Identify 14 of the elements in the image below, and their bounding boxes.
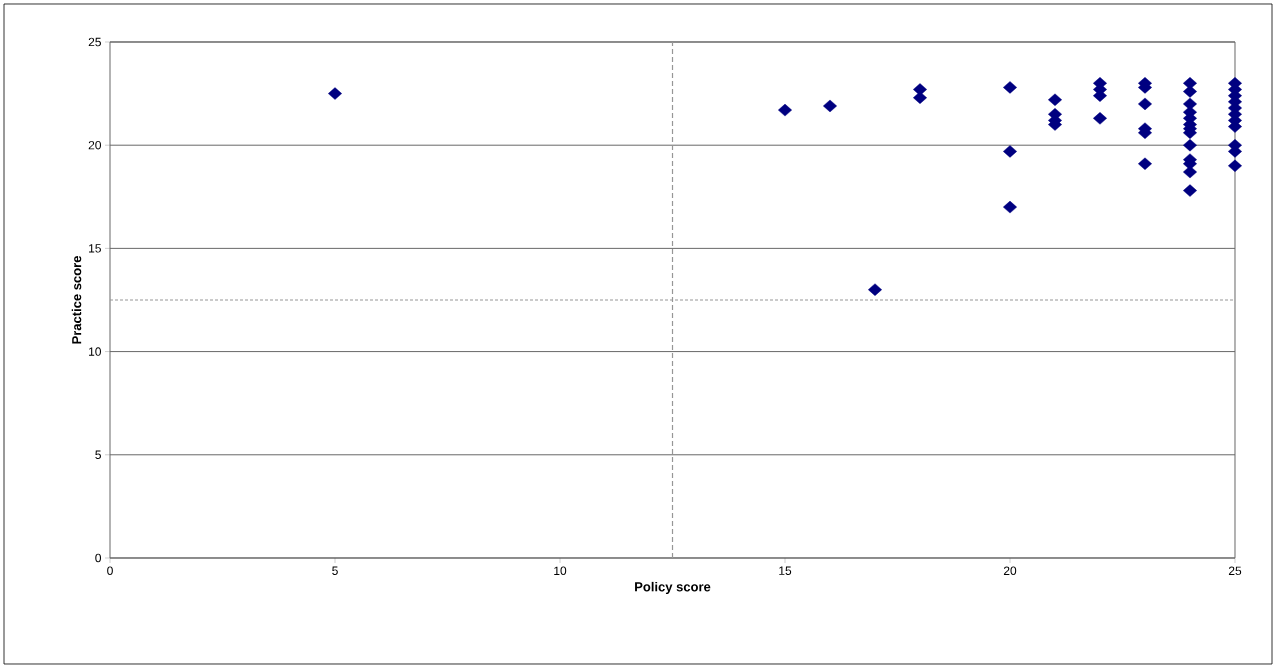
y-tick-label: 25 xyxy=(88,37,101,47)
y-tick-label: 0 xyxy=(95,553,102,563)
x-tick-label: 25 xyxy=(1228,566,1242,576)
x-tick-label: 15 xyxy=(779,566,792,575)
y-tick-label: 5 xyxy=(95,450,101,459)
y-tick-label: 10 xyxy=(89,347,102,356)
x-tick-label: 20 xyxy=(1003,566,1017,576)
x-axis-title: Policy score xyxy=(635,581,711,594)
x-tick-label: 0 xyxy=(107,566,113,576)
y-tick-label: 15 xyxy=(89,244,101,253)
x-tick-label: 5 xyxy=(332,566,338,575)
y-tick-label: 20 xyxy=(88,140,102,150)
x-tick-label: 10 xyxy=(554,566,567,576)
y-axis-title: Practice score xyxy=(71,256,82,344)
